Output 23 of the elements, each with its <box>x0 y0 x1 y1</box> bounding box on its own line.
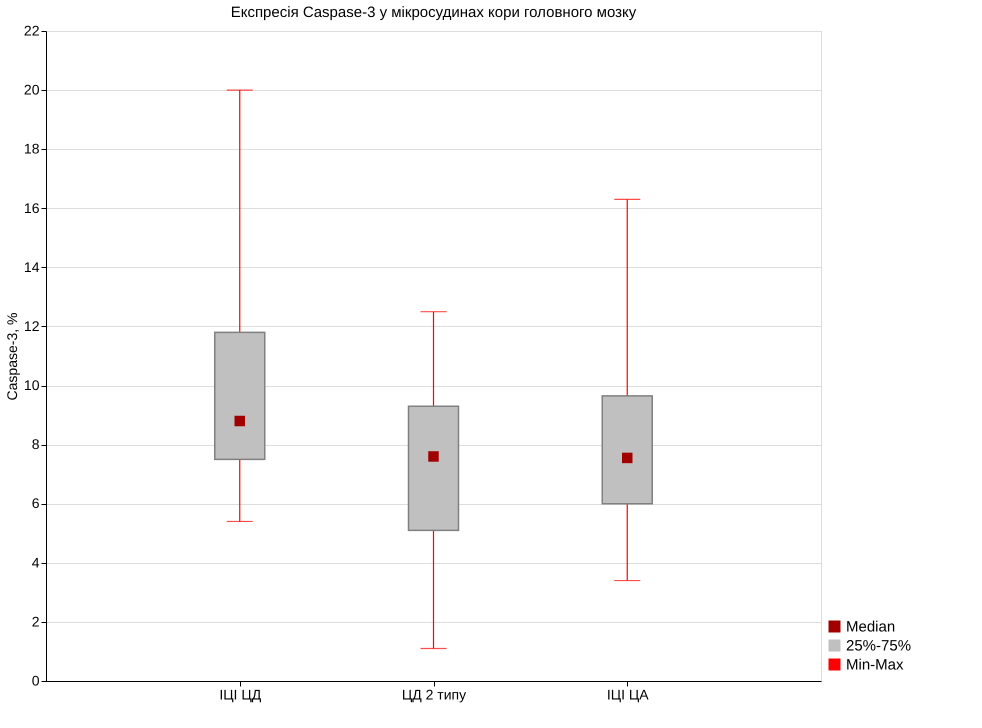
point <box>428 451 439 462</box>
y-tick-label: 22 <box>24 22 40 38</box>
y-tick-label: 8 <box>32 436 40 452</box>
point <box>234 416 245 426</box>
legend-label: Min-Max <box>846 656 904 674</box>
legend-label: 25%-75% <box>846 638 912 654</box>
y-tick-label: 18 <box>24 140 40 157</box>
y-tick-label: 16 <box>24 200 40 216</box>
chart-title: Експресія Caspase-3 у мікросудинах кори головного мозку <box>230 4 637 21</box>
y-tick-label: 0 <box>32 672 40 688</box>
legend-label: Median <box>846 618 896 636</box>
y-tick-label: 14 <box>24 258 40 275</box>
y-tick-label: 10 <box>24 377 40 394</box>
y-tick-label: 20 <box>24 82 40 98</box>
y-tick-label: 12 <box>24 318 40 334</box>
x-tick-label: ІЦІ ЦА <box>606 686 650 702</box>
y-tick-label: 6 <box>32 495 40 512</box>
y-tick-label: 4 <box>32 554 40 570</box>
x-tick-label: ЦД 2 типу <box>402 686 466 702</box>
y-tick-label: 2 <box>32 613 40 630</box>
point <box>622 452 632 464</box>
x-tick-label: ІЦІ ЦД <box>219 686 262 702</box>
y-axis-title: Caspase-3, % <box>4 312 20 400</box>
